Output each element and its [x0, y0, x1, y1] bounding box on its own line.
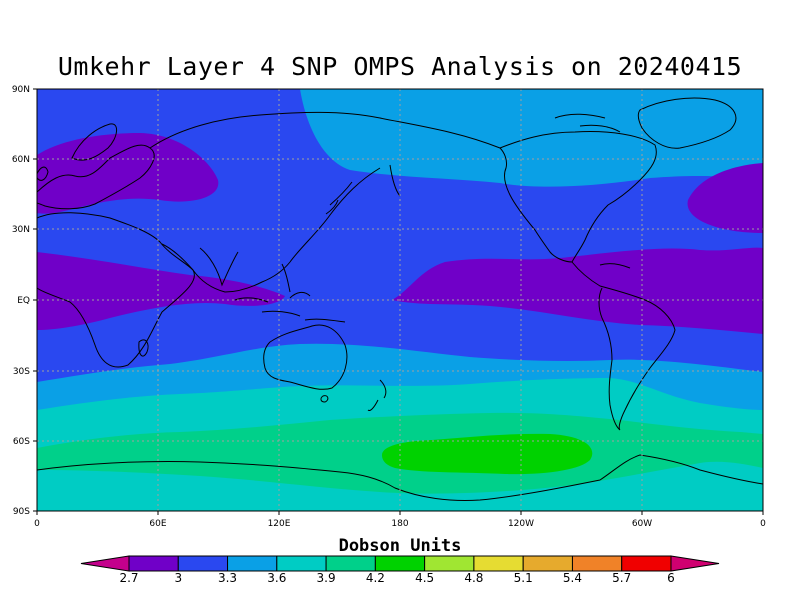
graticule — [37, 89, 763, 511]
colorbar-segment — [276, 555, 327, 572]
colorbar-tick-label: 2.7 — [119, 571, 139, 585]
colorbar-segment — [621, 555, 672, 572]
colorbar-tick-label: 3.3 — [217, 571, 238, 585]
colorbar-segment — [374, 555, 426, 572]
colorbar-tick-label: 6 — [667, 571, 675, 585]
colorbar-tick-label: 4.2 — [365, 571, 385, 585]
colorbar-segment — [177, 555, 229, 572]
xtick-label: 60W — [632, 519, 652, 529]
colorbar-underflow — [80, 555, 130, 572]
colorbar-segment — [571, 555, 623, 572]
colorbar-tick-label: 5.4 — [562, 571, 582, 585]
colorbar-overflow — [670, 555, 720, 572]
colorbar-segment — [325, 555, 376, 572]
xtick-label: 180 — [391, 519, 408, 529]
map-title: Umkehr Layer 4 SNP OMPS Analysis on 2024… — [57, 52, 743, 81]
ytick-label: 90N — [12, 85, 30, 95]
xtick-label: 0 — [34, 519, 40, 529]
xtick-label: 0 — [760, 519, 766, 529]
ytick-label: 90S — [13, 507, 30, 517]
colorbar-tick-label: 3 — [174, 571, 183, 585]
tick-marks — [33, 88, 764, 515]
colorbar-tick-label: 4.8 — [464, 571, 484, 585]
band-3-3p3-tropics-east — [37, 252, 285, 330]
colorbar-segment — [128, 555, 179, 572]
colorbar-tick-label: 5.1 — [513, 571, 533, 585]
ytick-label: 60S — [13, 437, 30, 447]
colorbar-segment — [424, 555, 475, 572]
xtick-label: 60E — [149, 519, 166, 529]
colorbar — [80, 555, 720, 572]
coastlines — [37, 97, 763, 501]
band-4p2-4p5 — [382, 433, 593, 475]
colorbar-tick-label: 4.5 — [415, 571, 435, 585]
colorbar-tick-label: 3.9 — [316, 571, 336, 585]
colorbar-segment — [473, 555, 524, 572]
band-3-3p3-tropics-west — [392, 247, 763, 334]
ytick-label: EQ — [17, 296, 30, 306]
colorbar-tick-label: 3.6 — [267, 571, 287, 585]
ytick-label: 30S — [13, 367, 30, 377]
ytick-label: 30N — [12, 225, 30, 235]
colorbar-title: Dobson Units — [338, 536, 462, 556]
colorbar-segment — [522, 555, 573, 572]
band-3-3p3-europe — [37, 133, 219, 214]
xtick-label: 120E — [268, 519, 291, 529]
ytick-label: 60N — [12, 155, 30, 165]
colorbar-segment — [227, 555, 278, 572]
colorbar-tick-label: 5.7 — [612, 571, 632, 585]
band-3-3p3-natlantic — [687, 163, 763, 233]
xtick-label: 120W — [508, 519, 534, 529]
